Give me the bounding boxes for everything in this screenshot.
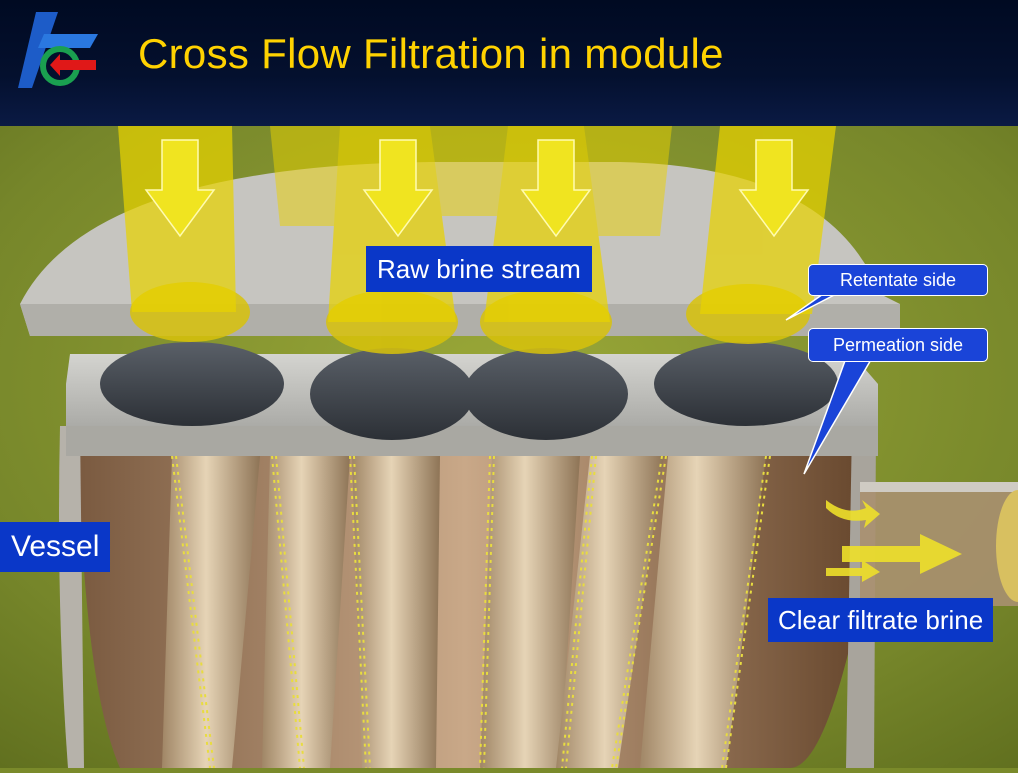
- company-logo: [18, 12, 98, 88]
- permeation-side-callout: Permeation side: [808, 328, 988, 362]
- module-illustration: [0, 126, 1018, 769]
- filter-tubes: [162, 456, 766, 768]
- raw-brine-stream-label: Raw brine stream: [366, 246, 592, 292]
- grommets: [100, 342, 838, 440]
- page-title: Cross Flow Filtration in module: [138, 30, 724, 77]
- right-arrow-icon: [826, 500, 962, 582]
- vessel-label: Vessel: [0, 522, 111, 572]
- down-arrow-icon: [144, 139, 810, 238]
- filtration-diagram: Raw brine stream Vessel Clear filtrate b…: [0, 126, 1018, 769]
- retentate-side-callout: Retentate side: [808, 264, 988, 296]
- clear-filtrate-brine-label: Clear filtrate brine: [768, 598, 994, 642]
- header-bar: Cross Flow Filtration in module: [0, 0, 1018, 126]
